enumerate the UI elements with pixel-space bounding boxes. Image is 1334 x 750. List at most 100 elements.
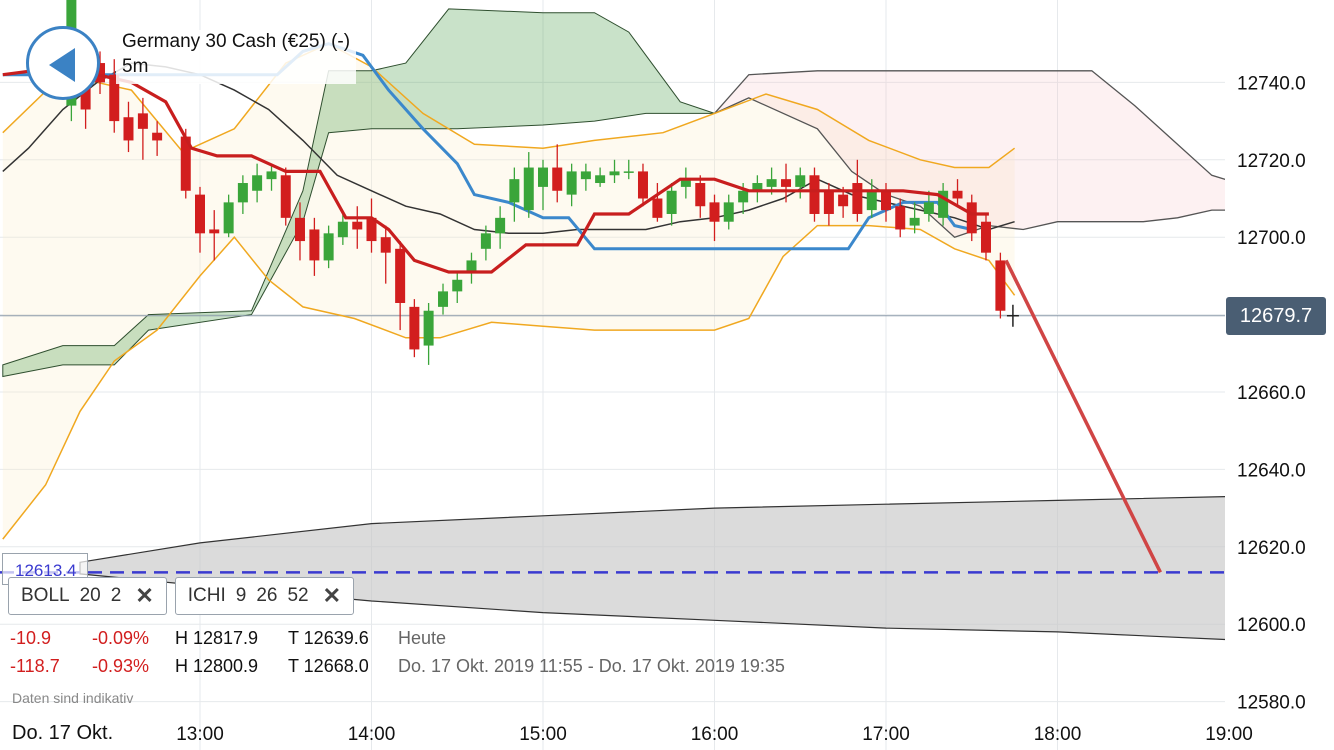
candle [652, 183, 663, 222]
indicator-chips: BOLL 20 2 ✕ ICHI 9 26 52 ✕ [8, 577, 355, 615]
change-value: -118.7 [10, 656, 60, 676]
candle [423, 302, 434, 365]
candle-body [223, 202, 234, 234]
y-tick-label: 12620.0 [1237, 538, 1306, 559]
candle [109, 59, 120, 133]
candle-body [337, 221, 348, 238]
candle [95, 51, 106, 95]
candle-body [652, 198, 663, 218]
candle [623, 159, 634, 180]
candle-body [852, 183, 863, 214]
candle-body [395, 248, 406, 303]
candle [552, 144, 563, 203]
candle-body [123, 117, 134, 141]
candle [366, 198, 377, 253]
candle-body [509, 179, 520, 203]
candle-body [752, 183, 763, 191]
x-tick-label: 19:00 [1205, 724, 1253, 745]
back-arrow-icon [49, 48, 75, 82]
candle-body [152, 132, 163, 141]
change-percent: -0.09% [92, 628, 150, 648]
remove-boll-icon[interactable]: ✕ [135, 583, 154, 608]
candle [595, 167, 606, 187]
candle [480, 225, 491, 261]
disclaimer: Daten sind indikativ [12, 690, 134, 706]
y-tick-label: 12580.0 [1237, 693, 1306, 714]
y-tick-label: 12700.0 [1237, 228, 1306, 249]
candle-body [809, 175, 820, 214]
candle-body [409, 306, 420, 350]
candle [580, 163, 591, 191]
change-value: -10.9 [10, 628, 52, 648]
low-value: T 12639.6 [288, 628, 369, 648]
candle-body [137, 113, 148, 129]
candle [666, 183, 677, 226]
candle [995, 252, 1006, 319]
candle-body [466, 260, 477, 273]
candle [137, 97, 148, 160]
candle [495, 206, 506, 249]
candle-body [952, 190, 963, 199]
ichimoku-cloud-bullish [2, 8, 715, 378]
candle [294, 202, 305, 261]
chip-param: 52 [287, 585, 309, 606]
candle-body [352, 221, 363, 230]
candle [309, 217, 320, 276]
candle-body [237, 183, 248, 203]
bollinger-upper-line [2, 42, 1016, 169]
candle [966, 194, 977, 242]
candle-body [680, 179, 691, 187]
y-tick-label: 12720.0 [1237, 151, 1306, 172]
candle [195, 186, 205, 253]
candle [795, 167, 806, 199]
x-tick-label: 16:00 [691, 724, 739, 745]
candle-body [309, 229, 320, 261]
candle-body [580, 171, 591, 180]
candle-body [623, 171, 634, 173]
low-value: T 12668.0 [288, 656, 369, 676]
candle [352, 206, 363, 249]
candle [895, 198, 906, 238]
candle [152, 121, 163, 156]
remove-ichi-icon[interactable]: ✕ [322, 583, 342, 608]
period-label: Do. 17 Okt. 2019 11:55 - Do. 17 Okt. 201… [398, 656, 785, 676]
candle-body [838, 194, 849, 207]
candle [337, 213, 348, 245]
candle-body [666, 190, 677, 214]
candle-body [881, 190, 891, 211]
candle [252, 163, 263, 203]
interval-label: 5m [122, 56, 149, 77]
candle [952, 179, 963, 207]
candle [395, 241, 406, 331]
candle [809, 167, 820, 222]
back-button[interactable] [26, 26, 100, 100]
candle-body [294, 217, 305, 242]
candle [380, 225, 391, 284]
candle-body [695, 183, 706, 207]
y-tick-label: 12740.0 [1237, 73, 1306, 94]
ichi-chip[interactable]: ICHI 9 26 52 ✕ [174, 577, 355, 615]
x-tick-label: 15:00 [519, 724, 567, 745]
high-value: H 12817.9 [175, 628, 259, 648]
forecast-channel [79, 495, 1225, 641]
candle-body [266, 171, 277, 180]
candle-body [95, 63, 106, 83]
candle-body [909, 217, 920, 226]
instrument-header: Germany 30 Cash (€25) (-) 5m [116, 30, 357, 84]
candle-body [938, 190, 949, 218]
candle-body [252, 175, 263, 191]
y-tick-label: 12660.0 [1237, 383, 1306, 404]
candle [409, 299, 420, 358]
candle-body [438, 291, 449, 307]
candle [709, 194, 720, 242]
period-label: Heute [398, 628, 447, 648]
candle-body [637, 171, 648, 199]
candle-body [209, 229, 220, 234]
boll-chip[interactable]: BOLL 20 2 ✕ [8, 577, 167, 615]
chip-name: ICHI [187, 585, 226, 606]
candle [266, 163, 277, 191]
candle-body [766, 179, 777, 187]
candle-body [980, 221, 991, 253]
ichimoku-span-b [714, 97, 1225, 238]
